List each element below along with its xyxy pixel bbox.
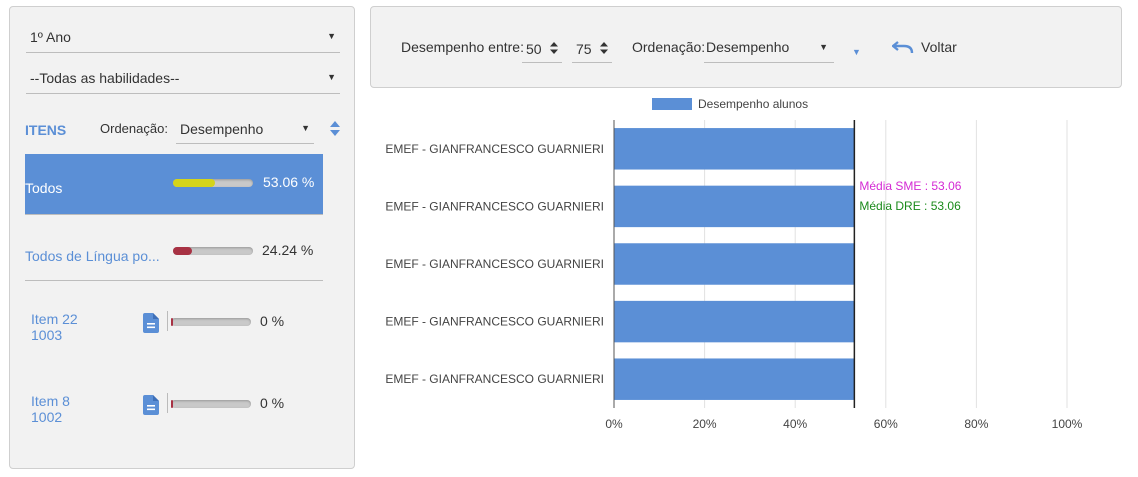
range-label: Desempenho entre: xyxy=(401,39,524,55)
list-item-label: Item 22 xyxy=(31,311,78,327)
category-label: EMEF - GIANFRANCESCO GUARNIERI xyxy=(385,315,604,329)
percent-value: 0 % xyxy=(260,313,285,329)
percent-value: 0 % xyxy=(260,395,285,411)
divider xyxy=(167,393,168,413)
list-item-code: 1002 xyxy=(31,409,63,425)
list-item-item-8[interactable]: Item 8 1002 0 % xyxy=(25,363,323,445)
ordering-label: Ordenação: xyxy=(632,39,706,55)
bar xyxy=(614,128,855,170)
document-icon[interactable] xyxy=(143,313,159,333)
progress-fill xyxy=(171,400,174,408)
divider xyxy=(25,214,323,215)
chevron-down-icon: ▼ xyxy=(327,31,336,41)
undo-icon xyxy=(892,41,914,54)
category-label: EMEF - GIANFRANCESCO GUARNIERI xyxy=(385,257,604,271)
list-item-todos[interactable]: Todos 53.06 % xyxy=(25,154,323,214)
divider xyxy=(167,311,168,331)
chevron-down-icon: ▼ xyxy=(819,42,828,52)
progress-bar xyxy=(173,247,253,255)
ordering-select[interactable]: Desempenho ▼ xyxy=(704,35,834,63)
divider xyxy=(25,280,323,281)
percent-value: 53.06 % xyxy=(263,174,315,190)
category-label: EMEF - GIANFRANCESCO GUARNIERI xyxy=(385,199,604,213)
progress-bar xyxy=(171,318,251,326)
range-max-value: 75 xyxy=(576,41,592,57)
category-label: EMEF - GIANFRANCESCO GUARNIERI xyxy=(385,142,604,156)
list-item-label: Item 8 xyxy=(31,393,70,409)
chevron-down-icon: ▼ xyxy=(301,123,310,133)
list-item-label: Todos xyxy=(25,180,63,196)
sort-direction-icon[interactable]: ▼ xyxy=(852,47,861,57)
legend-swatch xyxy=(652,98,692,110)
range-max-input[interactable]: 75 xyxy=(572,35,612,63)
percent-value: 24.24 % xyxy=(262,242,314,258)
ordering-select-value: Desempenho xyxy=(180,121,264,137)
document-icon[interactable] xyxy=(143,395,159,415)
performance-chart: Desempenho alunos 0% 20% 40% 60% 80% 100% EMEF … xyxy=(385,97,1083,431)
list-item-label: Todos de Língua po... xyxy=(25,248,160,264)
ordering-select-value: Desempenho xyxy=(706,39,790,55)
list-item-todos-lingua[interactable]: Todos de Língua po... 24.24 % xyxy=(25,215,323,279)
list-item-item-22[interactable]: Item 22 1003 0 % xyxy=(25,281,323,363)
ordering-select[interactable]: Desempenho ▼ xyxy=(176,113,314,144)
skills-select[interactable]: --Todas as habilidades-- ▼ xyxy=(26,62,340,94)
items-panel: 1º Ano ▼ --Todas as habilidades-- ▼ ITEN… xyxy=(9,6,355,469)
mean-annotation: Média SME : 53.06 xyxy=(859,179,961,193)
skills-select-value: --Todas as habilidades-- xyxy=(30,70,180,86)
progress-fill xyxy=(173,179,216,187)
x-tick-label: 100% xyxy=(1052,417,1083,431)
back-button-label: Voltar xyxy=(921,39,957,55)
list-item-code: 1003 xyxy=(31,327,63,343)
mean-annotation: Média DRE : 53.06 xyxy=(859,199,961,213)
range-min-value: 50 xyxy=(526,41,542,57)
category-label: EMEF - GIANFRANCESCO GUARNIERI xyxy=(385,372,604,386)
items-list: Todos 53.06 % Todos de Língua po... 24.2… xyxy=(25,154,338,454)
bar xyxy=(614,243,855,285)
bar xyxy=(614,358,855,400)
x-tick-label: 60% xyxy=(874,417,898,431)
progress-fill xyxy=(173,247,193,255)
chevron-down-icon: ▼ xyxy=(327,72,336,82)
legend-label: Desempenho alunos xyxy=(698,97,808,111)
sort-direction-icon[interactable] xyxy=(329,121,341,137)
range-min-input[interactable]: 50 xyxy=(522,35,562,63)
bar xyxy=(614,300,855,343)
ordering-label: Ordenação: xyxy=(100,121,168,136)
filter-panel: Desempenho entre: 50 75 Ordenação: Desem… xyxy=(370,6,1122,88)
progress-bar xyxy=(171,400,251,408)
stepper-icon[interactable] xyxy=(550,42,558,54)
x-tick-label: 20% xyxy=(693,417,717,431)
year-select-value: 1º Ano xyxy=(30,29,71,45)
progress-bar xyxy=(173,179,253,187)
bar xyxy=(614,185,855,228)
items-title: ITENS xyxy=(25,122,67,138)
x-tick-label: 40% xyxy=(783,417,807,431)
year-select[interactable]: 1º Ano ▼ xyxy=(26,21,340,53)
x-tick-label: 0% xyxy=(605,417,623,431)
progress-fill xyxy=(171,318,174,326)
x-tick-label: 80% xyxy=(964,417,988,431)
stepper-icon[interactable] xyxy=(600,42,608,54)
